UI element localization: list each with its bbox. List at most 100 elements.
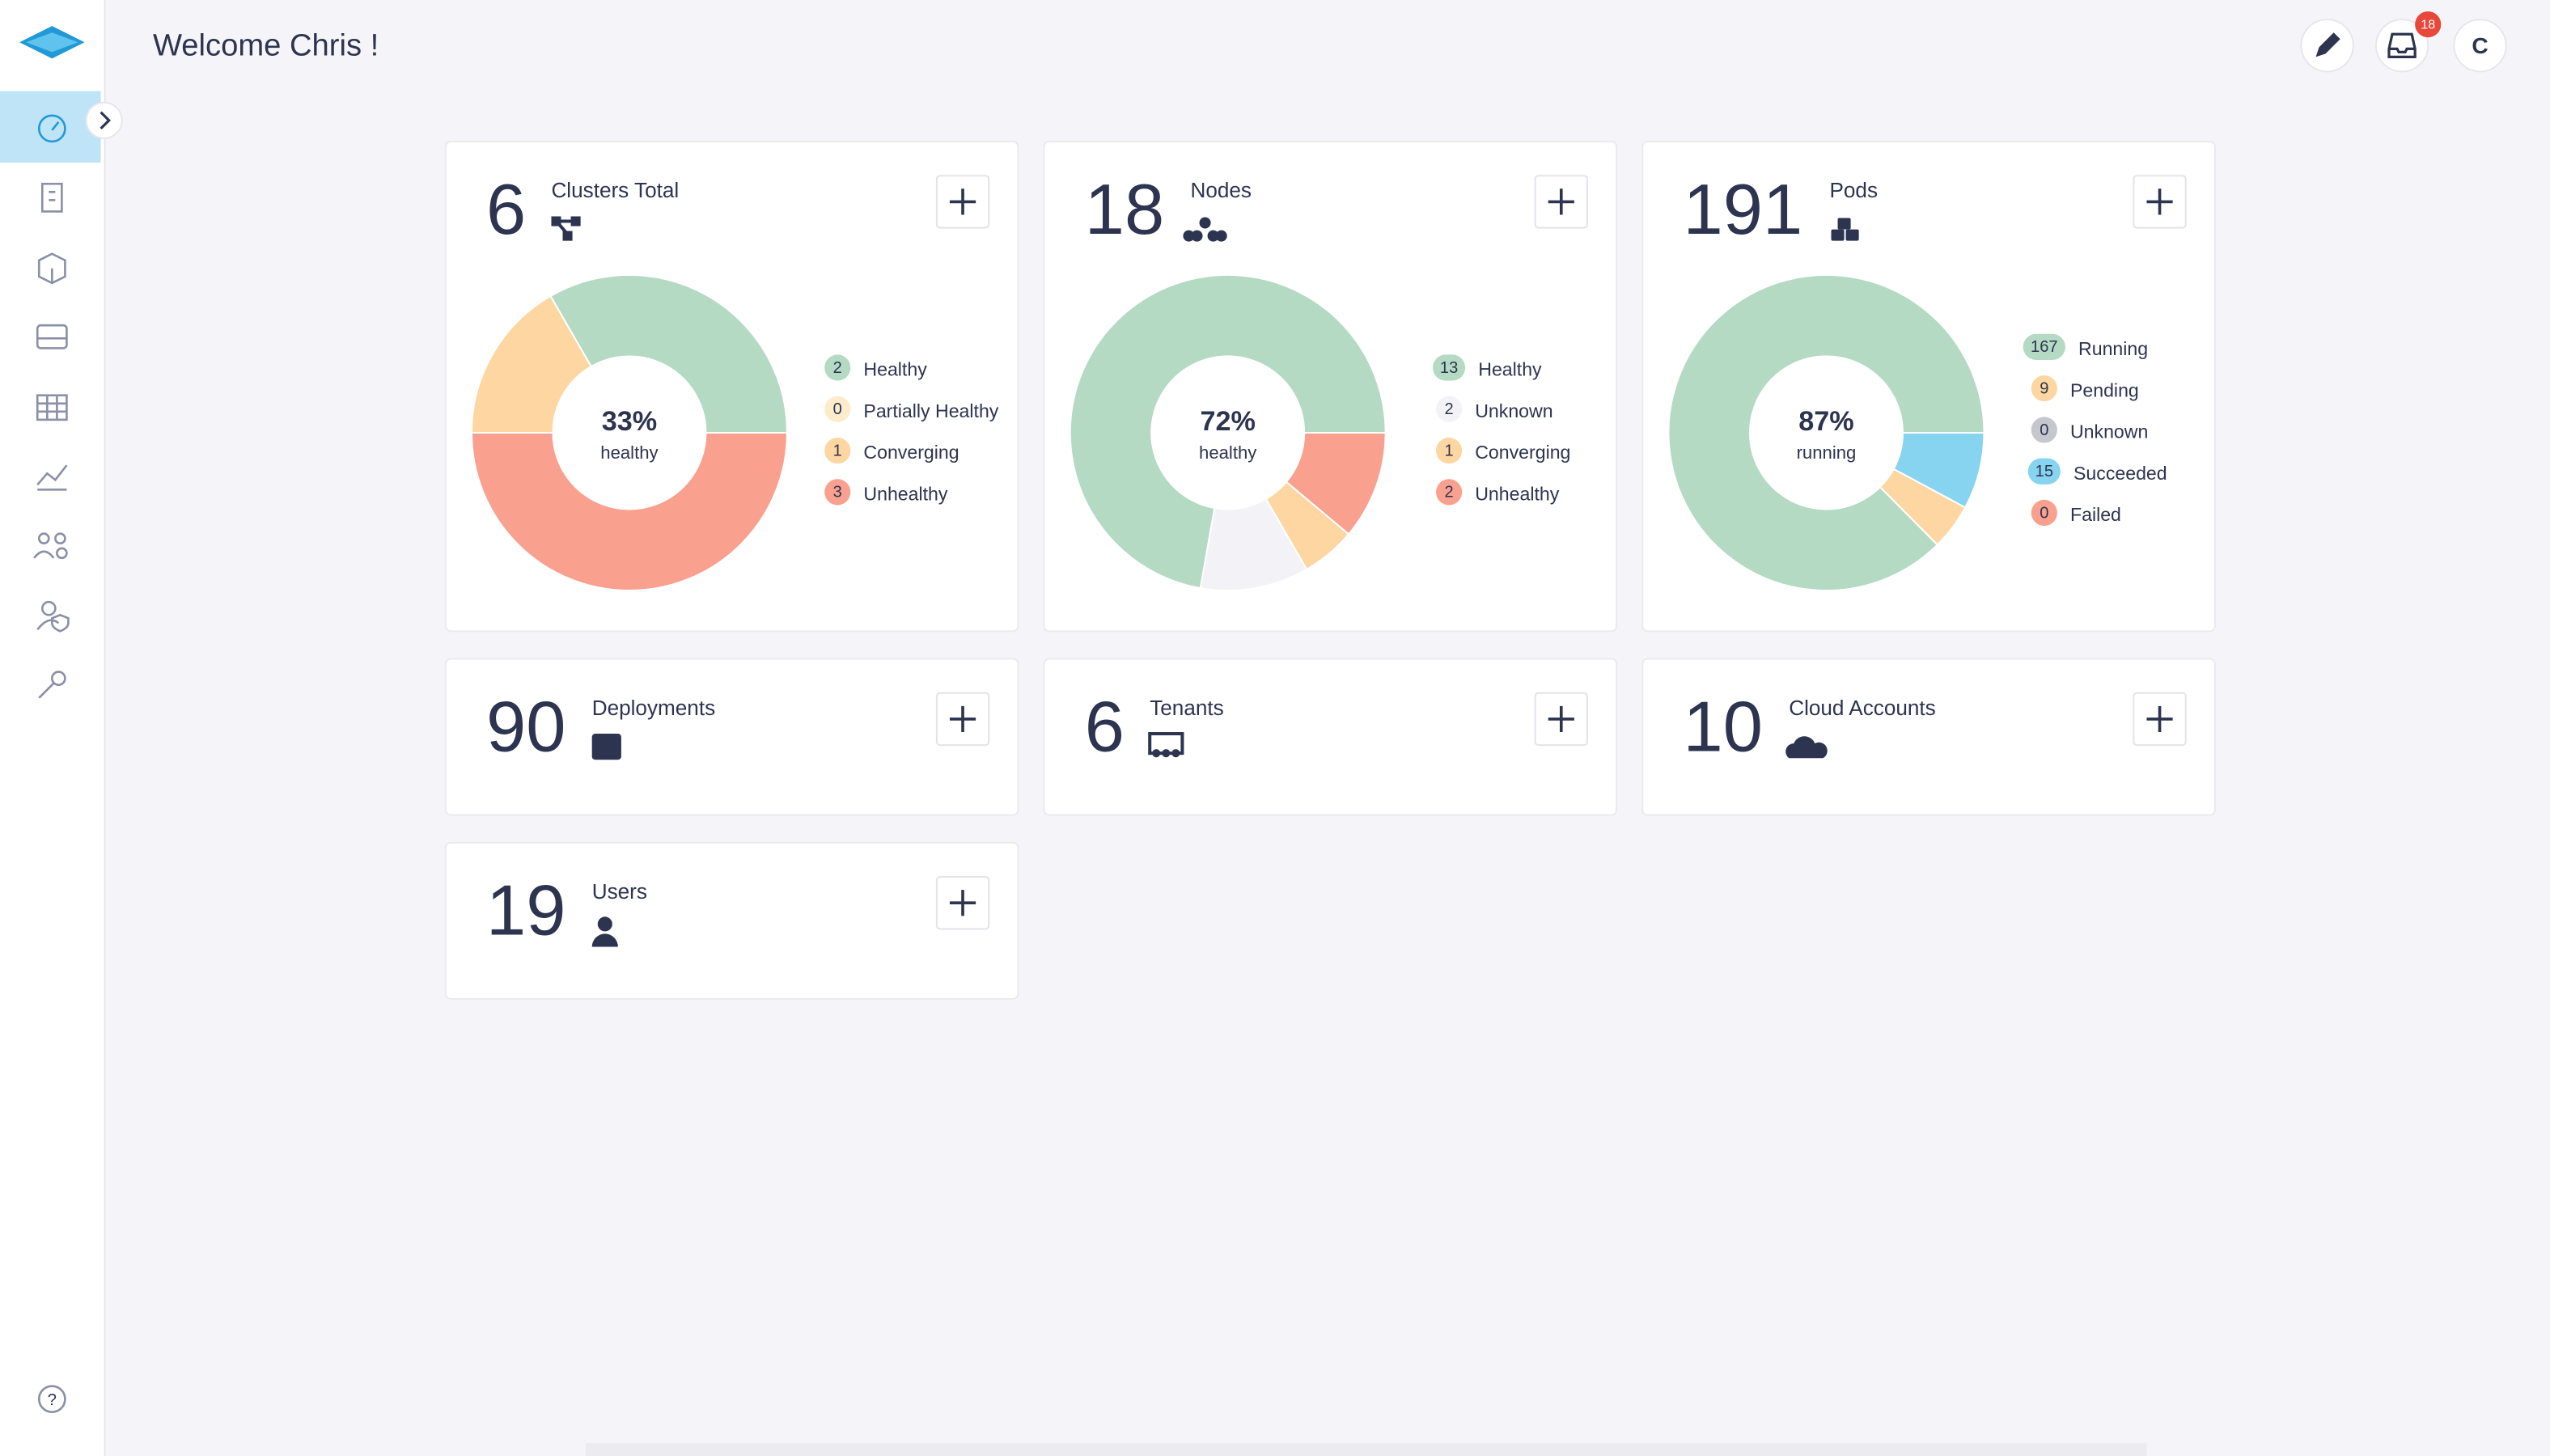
legend-badge (824, 438, 851, 464)
edit-button[interactable] (2300, 19, 2354, 73)
nav-keys[interactable] (38, 671, 66, 699)
icon (1171, 749, 1180, 758)
nav-table[interactable] (36, 394, 68, 421)
add-button[interactable] (1534, 175, 1588, 229)
icon (1183, 230, 1195, 242)
add-button-icon[interactable] (2146, 705, 2173, 733)
card: 18 Nodes 72% healthy 13 Healthy 2 Unknown 1 Conve… (1043, 140, 1618, 633)
add-button[interactable] (2133, 692, 2187, 747)
add-button[interactable] (935, 175, 990, 229)
legend-badge (1432, 354, 1466, 381)
icon (1191, 230, 1203, 242)
card-title: Tenants (1150, 696, 1223, 720)
card-total: 18 (1085, 169, 1164, 249)
card-title: Pods (1829, 178, 1878, 202)
donut-segment (1069, 273, 1387, 590)
nav-packages[interactable] (37, 252, 66, 285)
add-button-icon[interactable] (949, 705, 976, 733)
legend-label: Unknown (1475, 400, 1552, 421)
legend-badge (1436, 438, 1463, 464)
legend-badge (1436, 396, 1463, 422)
legend-count: 0 (2040, 504, 2048, 522)
notification-count: 18 (2421, 17, 2435, 32)
donut-label: running (1797, 442, 1857, 463)
icon (1837, 218, 1851, 230)
donut-segment (1667, 273, 1985, 592)
legend-badge (2027, 458, 2061, 485)
add-button[interactable] (1534, 692, 1588, 747)
nav-active[interactable] (0, 91, 101, 163)
svg-text:?: ? (48, 1391, 57, 1409)
sidebar: ? (0, 0, 123, 1456)
legend-label: Converging (1475, 442, 1570, 463)
card: 10 Cloud Accounts (1641, 658, 2216, 816)
nav-teams[interactable] (33, 532, 68, 560)
legend-label: Converging (863, 442, 959, 463)
expand-button[interactable] (85, 101, 123, 139)
icon (556, 222, 570, 235)
card-total: 90 (486, 686, 565, 766)
nav-dashboard[interactable] (37, 114, 66, 143)
donut-segment (1892, 431, 1985, 509)
nav-metrics[interactable] (36, 464, 68, 491)
add-button[interactable] (935, 876, 990, 930)
nav-security[interactable] (36, 600, 70, 633)
donut-percent: 33% (602, 406, 657, 437)
icon (591, 734, 621, 760)
legend-count: 2 (1444, 484, 1453, 502)
legend-badge (1436, 479, 1463, 506)
card-title: Cloud Accounts (1789, 696, 1936, 720)
legend-count: 2 (1444, 400, 1453, 418)
icon (1162, 749, 1171, 758)
legend-count: 9 (2040, 379, 2048, 397)
legend-label: Healthy (863, 359, 927, 380)
card-total: 6 (1085, 686, 1125, 766)
add-button-icon[interactable] (2146, 188, 2173, 215)
inbox-button[interactable]: 18 (2374, 11, 2442, 73)
add-button[interactable] (935, 692, 990, 747)
donut-percent: 72% (1201, 406, 1256, 437)
legend-label: Running (2078, 338, 2148, 359)
legend-label: Unhealthy (863, 484, 947, 505)
card: 191 Pods 87% running 167 Running 9 Pending 0 Unkn… (1641, 140, 2216, 633)
legend-count: 1 (833, 442, 842, 459)
add-button[interactable] (2133, 175, 2187, 229)
card: 90 Deployments (444, 658, 1019, 816)
legend-count: 3 (833, 484, 842, 502)
legend-count: 13 (1440, 359, 1458, 377)
legend-badge (824, 396, 851, 422)
avatar[interactable]: C (2453, 19, 2507, 73)
page-title: Welcome Chris ! (153, 28, 379, 62)
card-title: Nodes (1190, 178, 1252, 202)
legend-label: Partially Healthy (863, 400, 998, 421)
add-button-icon[interactable] (949, 188, 976, 215)
card-bg (1043, 658, 1618, 816)
icon (1207, 230, 1219, 242)
nav-buildings[interactable] (40, 182, 63, 213)
nav-storage[interactable] (36, 324, 68, 349)
card-total: 19 (486, 870, 565, 950)
icon (591, 933, 618, 947)
icon (1199, 217, 1211, 229)
legend-label: Failed (2070, 504, 2121, 525)
legend-count: 15 (2035, 463, 2053, 480)
add-button-icon[interactable] (1548, 705, 1574, 733)
add-button-icon[interactable] (949, 890, 976, 916)
icon (597, 916, 612, 932)
card-total: 191 (1684, 169, 1803, 249)
legend-badge (2023, 333, 2065, 360)
legend-label: Pending (2070, 379, 2139, 400)
card-bg (1641, 658, 2216, 816)
legend-badge (2031, 499, 2057, 527)
legend-badge (2031, 417, 2057, 443)
bottom-shadow (585, 1442, 2147, 1456)
legend-label: Unhealthy (1475, 484, 1559, 505)
icon (1845, 229, 1859, 241)
donut-percent: 87% (1798, 406, 1853, 437)
legend-badge (2031, 375, 2057, 402)
add-button-icon[interactable] (1548, 188, 1574, 215)
nav-help[interactable]: ? (37, 1385, 66, 1414)
icon (1215, 230, 1227, 242)
legend-count: 167 (2031, 338, 2058, 356)
